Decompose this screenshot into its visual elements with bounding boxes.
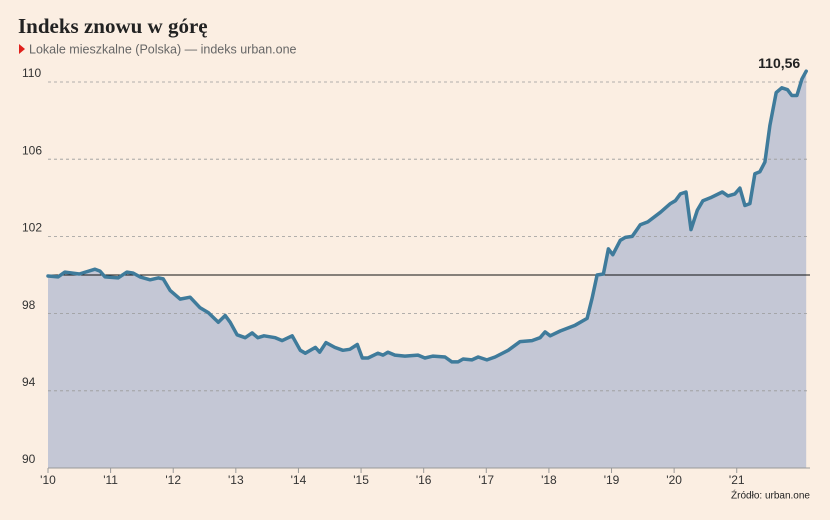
x-tick-label: '13 [228,473,244,487]
x-tick-label: '11 [103,473,118,487]
y-tick-label: 102 [22,221,42,235]
x-tick-label: '17 [478,473,494,487]
data-label: 110,56 [758,55,800,71]
plot-area: 90 94 98 102 106 110 '10 '11 '12 '13 '14 '15 '16 '17 '… [22,55,810,487]
area [48,71,807,468]
subtitle-marker [19,44,25,54]
x-tick-label: '10 [40,473,56,487]
chart-title: Indeks znowu w górę [18,14,208,38]
source: Źródło: urban.one [731,489,810,502]
x-tick-label: '19 [604,473,620,487]
x-tick-label: '12 [165,473,181,487]
x-tick-label: '20 [666,473,682,487]
x-tick-label: '21 [729,473,745,487]
x-tick-label: '14 [291,473,307,487]
line [46,69,808,364]
x-tick-label: '15 [353,473,369,487]
y-tick-label: 106 [22,143,42,157]
x-tick-label: '16 [416,473,432,487]
y-tick-label: 94 [22,375,36,389]
x-tick-label: '18 [541,473,557,487]
y-tick-label: 110 [22,66,41,80]
y-tick-label: 98 [22,298,36,312]
chart-subtitle: Lokale mieszkalne (Polska) — indeks urba… [29,42,297,56]
y-tick-label: 90 [22,452,36,466]
